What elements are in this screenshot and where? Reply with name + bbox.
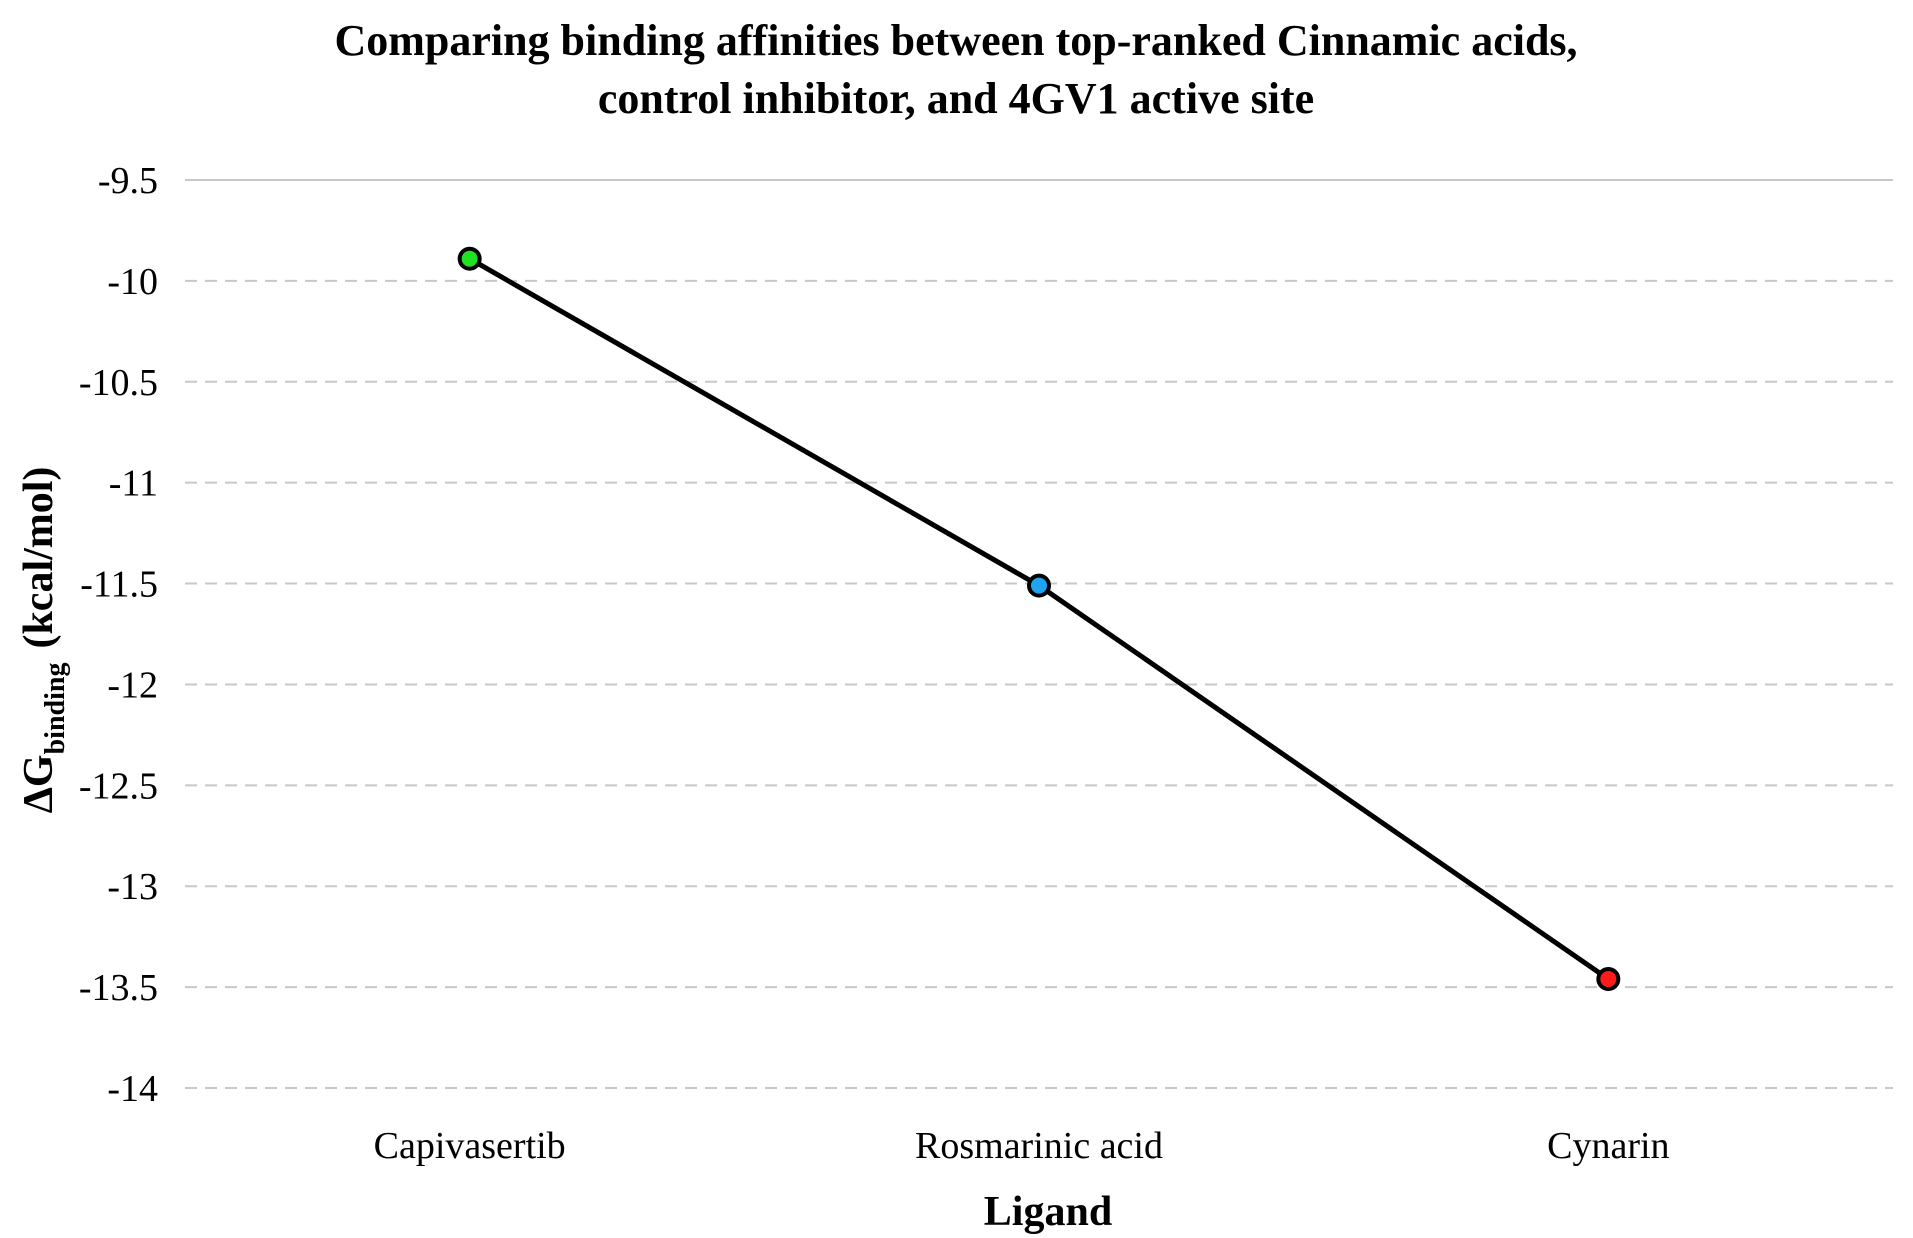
- data-series: [457, 246, 1621, 992]
- chart-title: Comparing binding affinities between top…: [334, 16, 1577, 123]
- y-tick-label: -12: [107, 664, 158, 706]
- y-axis-title-subscript: binding: [40, 663, 71, 755]
- gridlines: [185, 179, 1893, 1089]
- x-axis-title: Ligand: [984, 1189, 1112, 1235]
- y-tick-label: -10: [107, 261, 158, 303]
- y-axis-title-prefix: ΔG: [16, 754, 62, 813]
- series-line: [468, 256, 1610, 982]
- data-point: [457, 246, 482, 271]
- y-tick-label: -14: [107, 1068, 158, 1110]
- y-tick-label: -11: [109, 463, 158, 505]
- x-tick-label: Cynarin: [1547, 1125, 1669, 1167]
- x-tick-label: Rosmarinic acid: [915, 1125, 1163, 1167]
- y-tick-label: -13.5: [79, 967, 158, 1009]
- y-tick-label: -13: [107, 866, 158, 908]
- chart-title-line-1: Comparing binding affinities between top…: [334, 16, 1577, 65]
- svg-text:ΔGbinding(kcal/mol): ΔGbinding (kcal/mol): [16, 467, 71, 814]
- data-point: [1027, 573, 1051, 598]
- y-tick-label: -9.5: [98, 160, 158, 202]
- y-tick-label: -12.5: [79, 765, 158, 807]
- y-axis-tick-labels: -9.5 -10 -10.5 -11 -11.5 -12 -12.5 -13 -13.5 -14: [79, 160, 158, 1110]
- x-axis-tick-labels: Capivasertib Rosmarinic acid Cynarin: [374, 1125, 1670, 1167]
- y-axis-title-suffix: (kcal/mol): [16, 467, 62, 649]
- y-axis-title: ΔGbinding (kcal/mol): [16, 467, 71, 814]
- data-point: [1596, 967, 1621, 992]
- x-tick-label: Capivasertib: [374, 1125, 566, 1167]
- y-tick-label: -11.5: [80, 564, 158, 606]
- y-tick-label: -10.5: [79, 362, 158, 404]
- chart-title-line-2: control inhibitor, and 4GV1 active site: [598, 74, 1314, 123]
